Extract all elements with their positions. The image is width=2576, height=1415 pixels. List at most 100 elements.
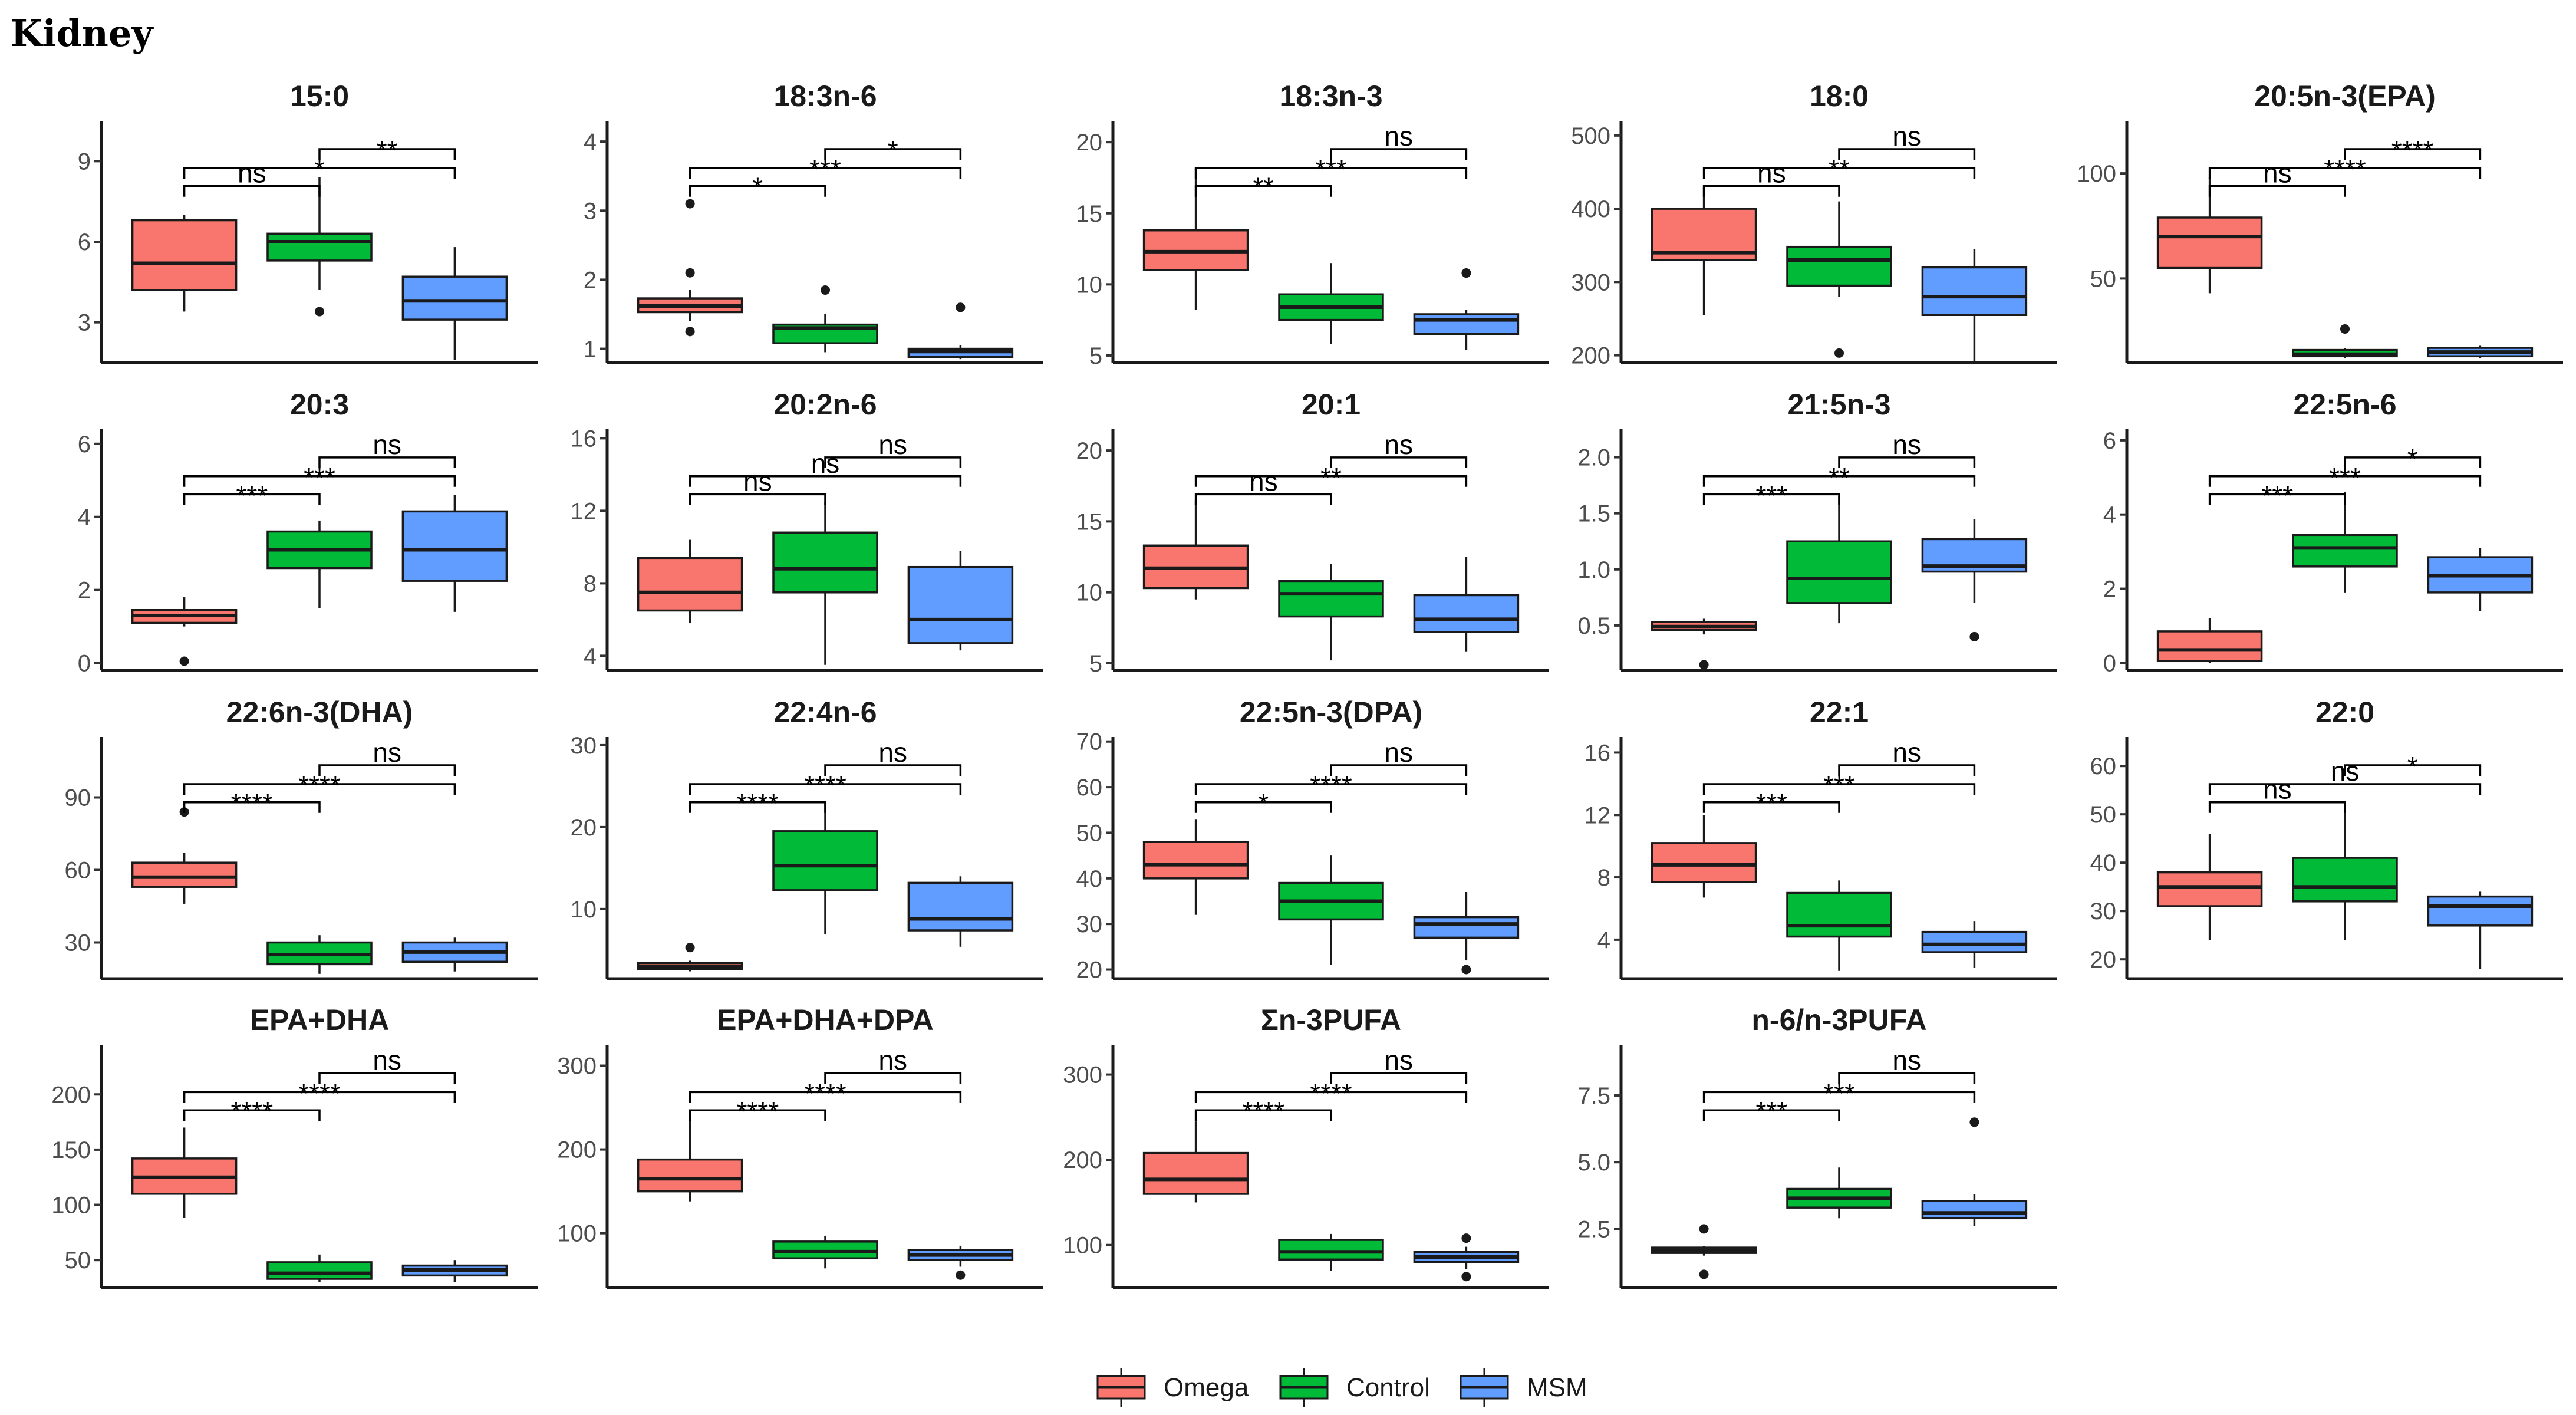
outlier-point (315, 307, 324, 317)
panel-title: 20:1 (1302, 388, 1361, 421)
significance-bracket (1194, 1091, 1468, 1103)
significance-bracket (689, 801, 826, 813)
panel-title: 22:0 (2315, 696, 2374, 729)
box-control (266, 232, 373, 262)
box-omega (637, 1158, 743, 1193)
y-tick-label: 20 (1076, 130, 1103, 156)
y-tick-label: 300 (1063, 1062, 1102, 1088)
significance-bracket (1194, 1109, 1332, 1121)
significance-label: ns (1757, 158, 1786, 189)
y-tick-label: 4 (78, 505, 91, 531)
y-tick-label: 0 (78, 651, 91, 677)
significance-label: **** (230, 1096, 273, 1127)
significance-bracket (1702, 1109, 1840, 1121)
panel-title: EPA+DHA (250, 1003, 390, 1036)
box-control (1278, 1239, 1384, 1261)
y-tick-label: 30 (571, 733, 597, 759)
outlier-point (685, 943, 695, 953)
y-tick-label: 6 (2103, 428, 2116, 454)
significance-bracket (689, 1109, 826, 1121)
significance-bracket (824, 456, 962, 468)
panel-title: 20:5n-3(EPA) (2254, 80, 2435, 113)
y-tick-label: 16 (1585, 740, 1611, 766)
box-control (266, 1261, 373, 1280)
y-tick-label: 50 (65, 1248, 91, 1274)
y-tick-label: 20 (1076, 957, 1103, 983)
y-tick-label: 12 (571, 498, 597, 524)
y-tick-label: 200 (1571, 343, 1610, 369)
significance-bracket (183, 801, 321, 813)
significance-bracket (1194, 801, 1332, 813)
panel-title: Σn-3PUFA (1261, 1003, 1401, 1036)
significance-label: ns (1384, 1045, 1413, 1075)
significance-bracket (689, 493, 826, 505)
y-tick-label: 4 (584, 643, 597, 669)
panel-title: 22:5n-6 (2293, 388, 2396, 421)
box-msm (1413, 594, 1520, 633)
significance-bracket (1194, 493, 1332, 505)
y-tick-label: 50 (2090, 802, 2117, 828)
significance-bracket (689, 475, 962, 487)
significance-bracket (318, 764, 456, 776)
significance-bracket (1838, 148, 1976, 160)
y-tick-label: 300 (1571, 269, 1610, 295)
significance-bracket (1194, 475, 1468, 487)
significance-bracket (183, 1109, 321, 1121)
significance-label: ns (1892, 1045, 1921, 1075)
y-tick-label: 2.5 (1577, 1216, 1610, 1242)
significance-bracket (2208, 783, 2482, 795)
significance-bracket (824, 764, 962, 776)
y-tick-label: 1.0 (1577, 557, 1610, 583)
panel-title: 22:6n-3(DHA) (226, 696, 413, 729)
outlier-point (1699, 1224, 1709, 1234)
y-tick-label: 70 (1076, 729, 1103, 755)
figure-title: Kidney (11, 12, 154, 55)
significance-label: ns (1892, 121, 1921, 152)
significance-bracket (2344, 764, 2482, 776)
box-msm (907, 881, 1014, 932)
significance-bracket (824, 1072, 962, 1084)
significance-bracket (689, 1091, 962, 1103)
legend-label: Omega (1164, 1373, 1249, 1402)
significance-label: ns (878, 1045, 907, 1075)
y-tick-label: 3 (78, 310, 91, 336)
significance-bracket (1194, 783, 1468, 795)
box-msm (1921, 266, 2028, 316)
significance-bracket (1838, 1072, 1976, 1084)
panel-title: EPA+DHA+DPA (717, 1003, 934, 1036)
outlier-point (1699, 1269, 1709, 1279)
box-control (2292, 534, 2398, 568)
panel-title: 22:5n-3(DPA) (1240, 696, 1422, 729)
outlier-point (1461, 268, 1471, 278)
panel-title: 18:3n-6 (773, 80, 877, 113)
box-control (772, 531, 878, 594)
y-tick-label: 60 (65, 858, 91, 884)
outlier-point (685, 327, 695, 337)
significance-bracket (1702, 167, 1976, 179)
legend: Omega Control MSM (1096, 1368, 1587, 1407)
y-tick-label: 8 (1597, 865, 1610, 891)
significance-bracket (2208, 475, 2482, 487)
panel-title: 18:0 (1810, 80, 1869, 113)
y-tick-label: 5 (1089, 651, 1102, 677)
outlier-point (1461, 1272, 1471, 1282)
significance-label: ns (1249, 466, 1278, 496)
y-tick-label: 150 (51, 1137, 91, 1163)
significance-label: ns (373, 1045, 401, 1075)
y-tick-label: 50 (1076, 820, 1103, 846)
y-tick-label: 50 (2090, 266, 2117, 292)
y-tick-label: 40 (1076, 866, 1103, 892)
significance-label: ns (1384, 121, 1413, 152)
outlier-point (1969, 1117, 1979, 1127)
panel-title: 20:2n-6 (773, 388, 877, 421)
significance-bracket (2344, 456, 2482, 468)
box-omega (1142, 841, 1249, 880)
